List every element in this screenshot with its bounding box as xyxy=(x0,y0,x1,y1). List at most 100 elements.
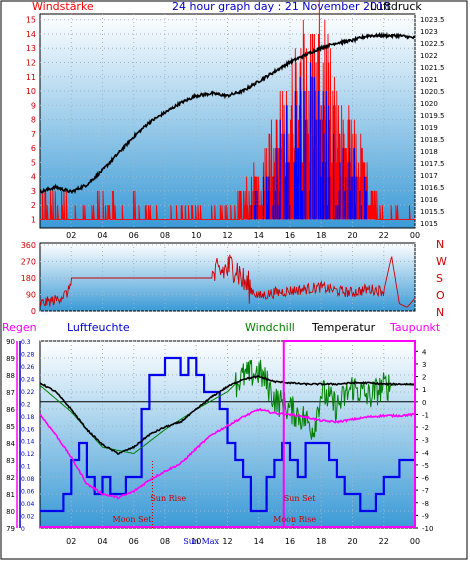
wind-tick-label: 14 xyxy=(26,30,36,39)
bottom-x-tick-label: 20 xyxy=(347,537,357,546)
pressure-tick-label: 1021 xyxy=(420,76,438,84)
humidity-tick-label: 82 xyxy=(6,474,15,482)
pressure-tick-label: 1020 xyxy=(420,100,438,108)
rain-label: Regen xyxy=(2,321,37,334)
top-x-tick-label: 10 xyxy=(191,231,201,240)
bottom-x-tick-label: 18 xyxy=(316,537,326,546)
windchill-line xyxy=(39,359,416,455)
direction-tick-label: 90 xyxy=(26,291,36,300)
rain-tick-label: 0.26 xyxy=(21,364,35,371)
pressure-tick-label: 1022 xyxy=(420,52,438,60)
wind-tick-label: 11 xyxy=(26,73,36,82)
compass-letter: N xyxy=(436,238,444,251)
rain-tick-label: 0.1 xyxy=(21,464,31,471)
top-x-tick-label: 04 xyxy=(97,231,107,240)
temp-tick-label: -3 xyxy=(422,437,429,445)
wind-series xyxy=(40,0,415,220)
sun-max-annotation: Sun Max xyxy=(183,537,219,546)
rain-tick-label: 0.14 xyxy=(21,439,35,446)
pressure-tick-label: 1015.5 xyxy=(420,208,445,216)
temp-tick-label: 4 xyxy=(422,348,427,356)
rain-tick-label: 0.06 xyxy=(21,489,35,496)
rain-tick-label: 0.24 xyxy=(21,376,35,383)
direction-grid xyxy=(39,242,416,312)
pressure-line xyxy=(39,31,416,195)
bottom-x-tick-label: 04 xyxy=(97,537,107,546)
top-x-tick-label: 08 xyxy=(160,231,170,240)
humidity-tick-label: 88 xyxy=(6,372,15,380)
pressure-tick-label: 1016.5 xyxy=(420,184,445,192)
humidity-tick-label: 84 xyxy=(6,440,15,448)
pressure-tick-label: 1019 xyxy=(420,124,438,132)
humidity-tick-label: 81 xyxy=(6,491,15,499)
pressure-tick-label: 1022.5 xyxy=(420,40,445,48)
wind-tick-label: 9 xyxy=(31,101,36,110)
pressure-tick-label: 1023.5 xyxy=(420,16,445,24)
direction-tick-label: 360 xyxy=(21,241,36,250)
direction-tick-label: 0 xyxy=(31,307,36,316)
temp-tick-label: -6 xyxy=(422,475,430,483)
top-title: 24 hour graph day : 21 November 2018 xyxy=(172,0,391,13)
direction-tick-labels: 0 90 180 270 360 xyxy=(21,241,36,316)
compass-letter: W xyxy=(436,255,447,268)
rain-tick-label: 0.12 xyxy=(21,451,35,458)
rain-tick-label: 0.02 xyxy=(21,514,35,521)
wind-blue-bars xyxy=(250,62,367,220)
rain-tick-label: 0.28 xyxy=(21,351,35,358)
rain-tick-label: 0.2 xyxy=(21,401,31,408)
pressure-series xyxy=(39,31,416,195)
top-x-tick-label: 00 xyxy=(410,231,420,240)
top-x-tick-label: 02 xyxy=(66,231,76,240)
rain-tick-label: 0 xyxy=(21,526,25,533)
temp-tick-label: 3 xyxy=(422,361,426,369)
rain-tick-label: 0.04 xyxy=(21,501,35,508)
top-x-tick-label: 14 xyxy=(254,231,264,240)
top-right-label: Luftdruck xyxy=(370,0,422,13)
sun-rise-annotation: Sun Rise xyxy=(150,494,186,503)
humidity-tick-label: 90 xyxy=(6,338,15,346)
wind-tick-label: 13 xyxy=(26,44,36,53)
windchill-label: Windchill xyxy=(245,321,295,334)
humidity-tick-label: 83 xyxy=(6,457,15,465)
rain-tick-label: 0.08 xyxy=(21,476,35,483)
top-x-tick-label: 12 xyxy=(222,231,232,240)
bottom-x-tick-label: 22 xyxy=(379,537,389,546)
astronomy-annotations: Sun Rise Sun Set Moon Set Moon Rise Sun Max xyxy=(40,340,416,546)
wind-tick-label: 1 xyxy=(31,215,36,224)
night-box xyxy=(282,340,416,528)
top-x-tick-label: 06 xyxy=(129,231,139,240)
rain-tick-label: 0.16 xyxy=(21,426,35,433)
pressure-tick-label: 1021.5 xyxy=(420,64,445,72)
bottom-x-tick-label: 08 xyxy=(160,537,170,546)
pressure-tick-label: 1017.5 xyxy=(420,160,445,168)
compass-letter: O xyxy=(436,289,445,302)
humidity-tick-label: 85 xyxy=(6,423,15,431)
temperature-label: Temperatur xyxy=(311,321,376,334)
humidity-tick-label: 86 xyxy=(6,406,15,414)
pressure-tick-label: 1023 xyxy=(420,28,438,36)
wind-tick-label: 6 xyxy=(31,144,36,153)
pressure-tick-label: 1016 xyxy=(420,196,438,204)
temp-tick-label: -10 xyxy=(422,525,433,533)
temp-tick-label: -5 xyxy=(422,462,429,470)
top-x-tick-label: 22 xyxy=(379,231,389,240)
humidity-label: Luftfeuchte xyxy=(67,321,130,334)
humidity-tick-label: 87 xyxy=(6,389,15,397)
pressure-tick-label: 1018.5 xyxy=(420,136,445,144)
temp-tick-label: 2 xyxy=(422,374,426,382)
rain-tick-label: 0.3 xyxy=(21,339,31,346)
temp-tick-label: -7 xyxy=(422,487,429,495)
temp-tick-label: -2 xyxy=(422,424,429,432)
temp-tick-label: 1 xyxy=(422,386,426,394)
temp-tick-label: -1 xyxy=(422,411,429,419)
dewpoint-label: Taupunkt xyxy=(389,321,441,334)
top-x-tick-label: 20 xyxy=(347,231,357,240)
wind-tick-label: 3 xyxy=(31,187,36,196)
dewpoint-line xyxy=(39,407,415,500)
direction-tick-label: 270 xyxy=(21,258,36,267)
wind-tick-label: 8 xyxy=(31,116,36,125)
pressure-tick-label: 1015 xyxy=(420,220,438,228)
